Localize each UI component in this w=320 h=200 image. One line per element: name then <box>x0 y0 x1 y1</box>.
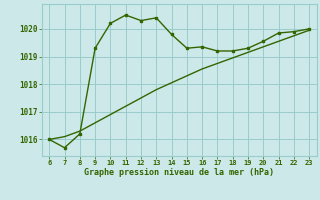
X-axis label: Graphe pression niveau de la mer (hPa): Graphe pression niveau de la mer (hPa) <box>84 168 274 177</box>
